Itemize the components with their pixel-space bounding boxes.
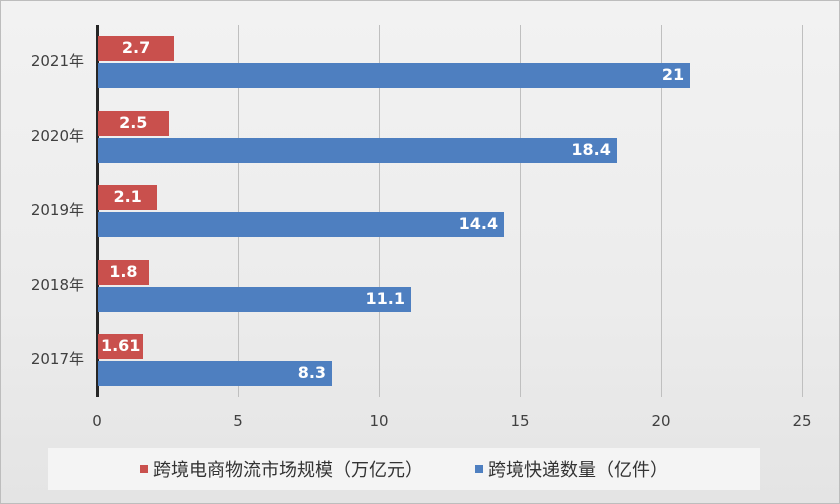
bar-market-size: 1.8	[98, 259, 149, 285]
data-label: 2.7	[121, 38, 151, 57]
category-label: 2021年	[30, 52, 84, 70]
bar-market-size: 2.5	[98, 110, 169, 136]
bar-parcel-count: 14.4	[98, 212, 505, 237]
bar-market-size: 2.1	[98, 185, 158, 210]
gridline	[520, 25, 521, 397]
x-tick-label: 15	[510, 412, 530, 430]
x-tick-label: 25	[792, 412, 812, 430]
legend-item-parcel-count: 跨境快递数量（亿件）	[475, 456, 668, 482]
x-tick-label: 0	[92, 412, 102, 430]
legend-label: 跨境电商物流市场规模（万亿元）	[153, 460, 423, 481]
x-tick-label: 20	[651, 412, 671, 430]
data-label: 2.5	[119, 112, 148, 132]
gridline	[238, 25, 239, 397]
bar-market-size: 2.7	[98, 36, 175, 61]
legend: 跨境电商物流市场规模（万亿元） 跨境快递数量（亿件）	[48, 448, 760, 490]
bar-market-size: 1.61	[98, 334, 144, 359]
data-label: 21	[661, 65, 685, 84]
gridline	[661, 25, 662, 397]
bar-parcel-count: 8.3	[98, 361, 333, 386]
category-label: 2019年	[30, 201, 84, 219]
legend-label: 跨境快递数量（亿件）	[488, 460, 668, 481]
data-label: 2.1	[113, 187, 142, 206]
x-tick-label: 5	[233, 412, 243, 430]
legend-swatch-blue	[475, 465, 483, 473]
category-label: 2017年	[30, 350, 84, 368]
legend-item-market-size: 跨境电商物流市场规模（万亿元）	[140, 456, 423, 482]
gridline	[802, 25, 803, 397]
bar-parcel-count: 21	[98, 63, 691, 88]
category-label: 2020年	[30, 126, 84, 145]
data-label: 18.4	[571, 139, 611, 159]
data-label: 1.8	[109, 261, 138, 281]
category-label: 2018年	[30, 275, 84, 294]
bar-parcel-count: 11.1	[98, 286, 412, 312]
data-label: 8.3	[297, 363, 327, 382]
gridline	[379, 25, 380, 397]
data-label: 14.4	[458, 214, 499, 233]
bar-parcel-count: 18.4	[98, 137, 617, 163]
y-axis-line	[96, 25, 99, 397]
data-label: 11.1	[365, 288, 406, 308]
legend-swatch-red	[140, 465, 148, 473]
x-tick-label: 10	[369, 412, 389, 430]
data-label: 1.61	[100, 336, 141, 355]
